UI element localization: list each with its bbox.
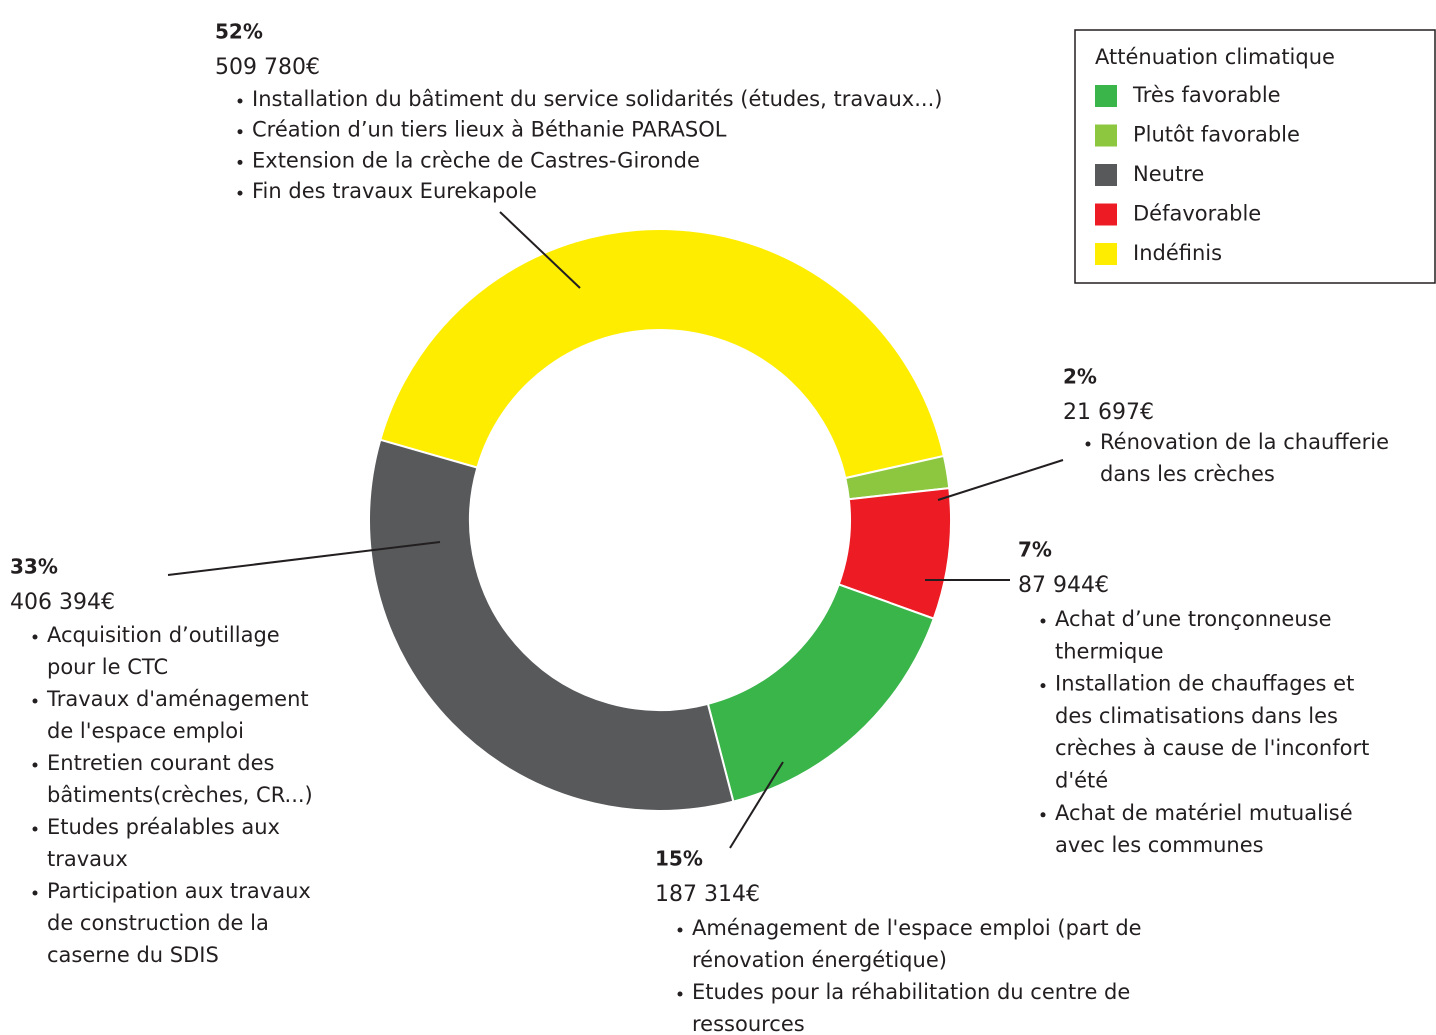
value-label: 87 944€ [1018,573,1109,598]
bullet [237,98,243,104]
legend-label: Très favorable [1132,83,1281,107]
percent-label: 15% [655,847,703,871]
percent-label: 52% [215,20,263,44]
leader-line [167,541,441,576]
bullet-text: pour le CTC [47,655,168,679]
leader-line [729,761,784,849]
bullet-text: d'été [1055,769,1108,793]
value-label: 406 394€ [10,590,115,615]
bullet-text: Acquisition d’outillage [47,623,280,647]
bullet-text: rénovation énergétique) [692,948,947,972]
bullet-text: Entretien courant des [47,751,275,775]
bullet-text: Etudes pour la réhabilitation du centre … [692,980,1130,1004]
bullet-text: de construction de la [47,911,269,935]
leader-line [499,211,581,289]
bullet-text: thermique [1055,639,1164,663]
bullet-text: Extension de la crèche de Castres-Girond… [252,148,700,172]
bullet [1040,812,1046,818]
bullet [32,634,38,640]
bullet-text: ressources [692,1012,805,1035]
legend-box [1074,29,1436,284]
bullet [1085,441,1091,447]
legend-swatch [1095,164,1117,186]
percent-label: 7% [1018,538,1052,562]
legend-swatch [1095,203,1117,226]
bullet [32,890,38,896]
bullet-text: Installation de chauffages et [1055,672,1354,696]
legend-swatch [1095,85,1117,107]
bullet-text: Création d’un tiers lieux à Béthanie PAR… [252,118,727,142]
percent-label: 33% [10,555,58,579]
bullet-text: travaux [47,847,128,871]
donut-segment [368,438,735,812]
legend-label: Neutre [1133,162,1204,186]
bullet-text: crèches à cause de l'inconfort [1055,736,1369,760]
leader-line [937,459,1064,501]
legend-swatch [1095,124,1117,147]
value-label: 21 697€ [1063,400,1154,425]
bullet [677,927,683,933]
donut-segment [706,583,936,803]
bullet-text: caserne du SDIS [47,943,219,967]
bullet [32,826,38,832]
bullet-text: Participation aux travaux [47,879,311,903]
bullet [1040,618,1046,624]
bullet-text: Fin des travaux Eurekapole [252,179,537,203]
bullet [237,190,243,196]
bullet [237,129,243,135]
bullet-text: avec les communes [1055,833,1264,857]
legend-title: Atténuation climatique [1095,45,1335,69]
bullet [32,698,38,704]
bullet-text: Installation du bâtiment du service soli… [252,87,942,111]
value-label: 187 314€ [655,882,760,907]
legend-swatch [1095,243,1117,265]
bullet-text: Aménagement de l'espace emploi (part de [692,916,1142,940]
legend-label: Plutôt favorable [1133,123,1300,147]
bullet-text: de l'espace emploi [47,719,244,743]
bullet-text: Achat d’une tronçonneuse [1055,607,1332,631]
bullet [32,762,38,768]
bullet-text: Rénovation de la chaufferie [1100,430,1389,454]
bullet-text: bâtiments(crèches, CR...) [47,783,313,807]
legend-label: Défavorable [1133,202,1261,226]
bullet-text: Achat de matériel mutualisé [1055,801,1353,825]
bullet-text: des climatisations dans les [1055,704,1338,728]
bullet-text: dans les crèches [1100,462,1275,486]
bullet [1040,683,1046,689]
bullet-text: Travaux d'aménagement [46,687,309,711]
percent-label: 2% [1063,365,1097,389]
value-label: 509 780€ [215,55,320,80]
legend-label: Indéfinis [1133,241,1222,265]
bullet-text: Etudes préalables aux [47,815,280,839]
bullet [237,159,243,165]
donut-segment [379,228,946,480]
bullet [677,991,683,997]
